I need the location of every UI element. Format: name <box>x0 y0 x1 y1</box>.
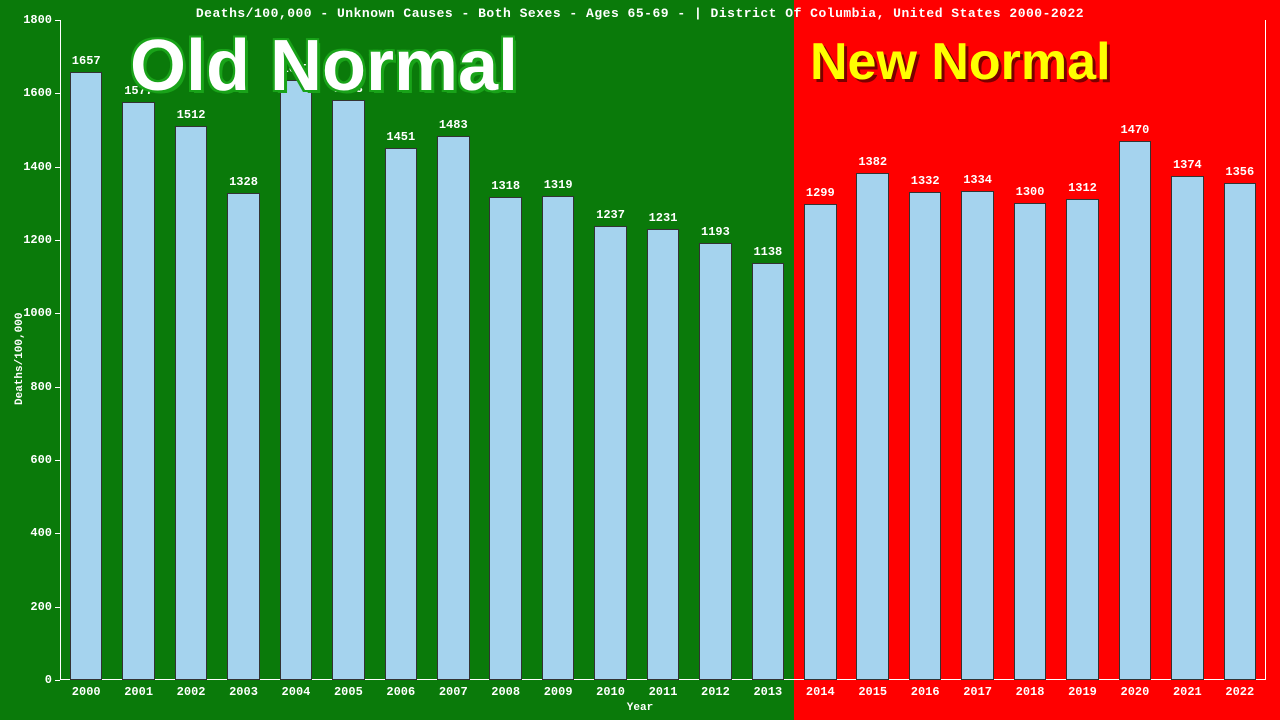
x-tick-label: 2022 <box>1210 685 1270 699</box>
x-tick-label: 2013 <box>738 685 798 699</box>
bar <box>1066 199 1099 680</box>
y-axis-title: Deaths/100,000 <box>14 313 26 405</box>
y-tick-mark <box>55 460 60 461</box>
x-tick-label: 2002 <box>161 685 221 699</box>
bar-value-label: 1319 <box>528 178 588 192</box>
bar <box>1119 141 1152 680</box>
bar <box>385 148 418 680</box>
bar <box>961 191 994 680</box>
x-tick-label: 2010 <box>581 685 641 699</box>
x-tick-label: 2020 <box>1105 685 1165 699</box>
bar-value-label: 1356 <box>1210 165 1270 179</box>
x-tick-label: 2000 <box>56 685 116 699</box>
bar-value-label: 1312 <box>1052 181 1112 195</box>
x-tick-label: 2011 <box>633 685 693 699</box>
x-tick-label: 2019 <box>1052 685 1112 699</box>
bar <box>489 197 522 680</box>
y-tick-label: 1600 <box>23 86 52 100</box>
x-tick-label: 2018 <box>1000 685 1060 699</box>
bar <box>1171 176 1204 680</box>
x-axis-title: Year <box>0 702 1280 714</box>
x-tick-label: 2003 <box>214 685 274 699</box>
bar-value-label: 1583 <box>318 82 378 96</box>
bar <box>227 193 260 680</box>
bar-value-label: 1193 <box>685 225 745 239</box>
x-tick-label: 2006 <box>371 685 431 699</box>
bar <box>1014 203 1047 680</box>
bar-value-label: 1318 <box>476 179 536 193</box>
y-tick-label: 400 <box>30 526 52 540</box>
y-tick-mark <box>55 167 60 168</box>
bar <box>752 263 785 680</box>
bar <box>909 192 942 680</box>
y-tick-label: 0 <box>45 673 52 687</box>
x-tick-label: 2014 <box>790 685 850 699</box>
x-tick-label: 2016 <box>895 685 955 699</box>
y-tick-label: 800 <box>30 380 52 394</box>
bar <box>804 204 837 680</box>
bar-value-label: 1334 <box>948 173 1008 187</box>
x-tick-label: 2017 <box>948 685 1008 699</box>
bar <box>594 226 627 680</box>
x-tick-label: 2004 <box>266 685 326 699</box>
chart-canvas: Deaths/100,000 - Unknown Causes - Both S… <box>0 0 1280 720</box>
y-tick-mark <box>55 533 60 534</box>
x-tick-label: 2009 <box>528 685 588 699</box>
bar <box>1224 183 1257 680</box>
y-tick-label: 200 <box>30 600 52 614</box>
y-tick-label: 1000 <box>23 306 52 320</box>
y-tick-mark <box>55 387 60 388</box>
bar-value-label: 1231 <box>633 211 693 225</box>
y-tick-mark <box>55 680 60 681</box>
bar-value-label: 1138 <box>738 245 798 259</box>
bar-value-label: 1451 <box>371 130 431 144</box>
y-tick-mark <box>55 240 60 241</box>
bar <box>856 173 889 680</box>
chart-title: Deaths/100,000 - Unknown Causes - Both S… <box>0 6 1280 21</box>
bar <box>175 126 208 680</box>
bar-value-label: 1300 <box>1000 185 1060 199</box>
bar-value-label: 1374 <box>1157 158 1217 172</box>
bar-value-label: 1382 <box>843 155 903 169</box>
bar <box>542 196 575 680</box>
y-tick-mark <box>55 93 60 94</box>
y-tick-mark <box>55 607 60 608</box>
bar <box>70 72 103 680</box>
bar <box>699 243 732 680</box>
bar-value-label: 1637 <box>266 62 326 76</box>
bar-value-label: 1328 <box>214 175 274 189</box>
x-tick-label: 2012 <box>685 685 745 699</box>
bar-value-label: 1657 <box>56 54 116 68</box>
bar-value-label: 1237 <box>581 208 641 222</box>
bar-value-label: 1512 <box>161 108 221 122</box>
bar-value-label: 1299 <box>790 186 850 200</box>
bar <box>122 102 155 680</box>
bar-value-label: 1483 <box>423 118 483 132</box>
bar-value-label: 1332 <box>895 174 955 188</box>
y-tick-label: 1400 <box>23 160 52 174</box>
y-tick-label: 600 <box>30 453 52 467</box>
y-tick-mark <box>55 313 60 314</box>
bar <box>647 229 680 680</box>
bar <box>437 136 470 680</box>
x-tick-label: 2001 <box>109 685 169 699</box>
x-tick-label: 2008 <box>476 685 536 699</box>
x-tick-label: 2007 <box>423 685 483 699</box>
x-tick-label: 2021 <box>1157 685 1217 699</box>
bar <box>280 80 313 680</box>
bar-value-label: 1577 <box>109 84 169 98</box>
x-tick-label: 2005 <box>318 685 378 699</box>
y-tick-label: 1200 <box>23 233 52 247</box>
bar <box>332 100 365 680</box>
x-tick-label: 2015 <box>843 685 903 699</box>
bar-value-label: 1470 <box>1105 123 1165 137</box>
